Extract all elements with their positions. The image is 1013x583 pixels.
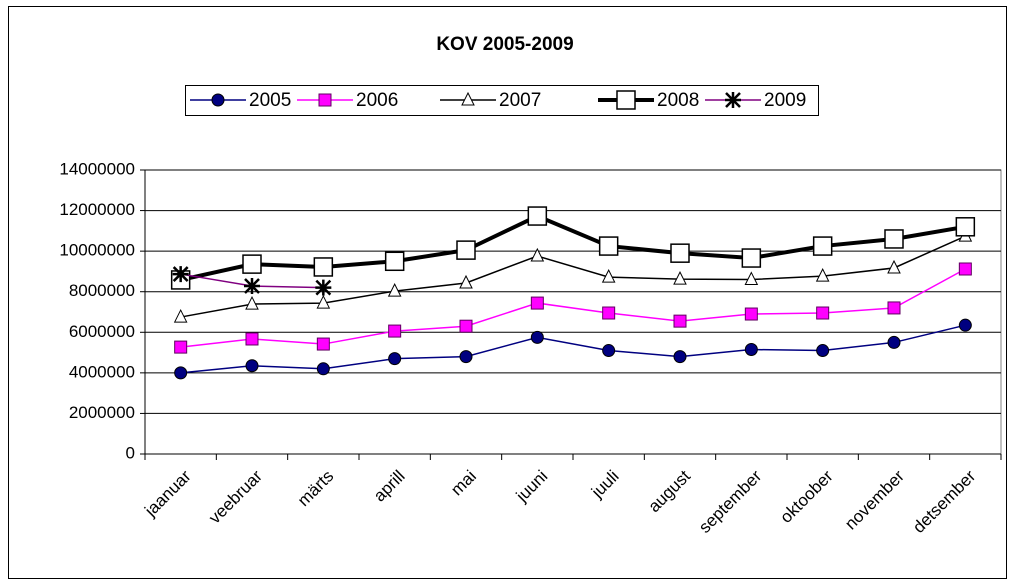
marker [530, 247, 545, 262]
marker [316, 362, 330, 376]
marker [812, 236, 833, 256]
marker [387, 282, 402, 297]
series-line [180, 235, 966, 318]
marker [384, 251, 405, 272]
legend-label: 2005 [249, 90, 291, 111]
series-line [180, 213, 966, 282]
marker [741, 248, 762, 268]
y-tick-label: 2000000 [69, 403, 135, 422]
marker [673, 350, 687, 364]
marker [316, 337, 330, 351]
marker [673, 271, 687, 285]
chart-title: KOV 2005-2009 [436, 34, 573, 55]
marker [456, 240, 476, 260]
marker [172, 266, 189, 283]
legend-label: 2009 [764, 90, 806, 111]
y-tick-label: 6000000 [69, 322, 135, 341]
y-tick-label: 8000000 [69, 281, 135, 300]
marker [527, 206, 548, 226]
marker [245, 332, 259, 346]
y-tick-label: 12000000 [59, 200, 135, 219]
marker [245, 295, 259, 310]
marker [673, 314, 687, 328]
marker [887, 301, 901, 315]
marker [884, 229, 904, 249]
legend-label: 2006 [356, 90, 398, 111]
marker [602, 344, 616, 358]
legend-marker [461, 91, 475, 106]
marker [816, 344, 830, 358]
marker [530, 330, 544, 344]
marker [313, 257, 334, 277]
legend-marker [211, 93, 225, 107]
marker [958, 262, 972, 276]
marker [388, 324, 402, 338]
plot-area [144, 169, 1002, 455]
marker [315, 279, 332, 296]
marker [530, 296, 544, 310]
y-tick-label: 10000000 [59, 241, 135, 260]
marker [815, 267, 830, 282]
marker [670, 243, 690, 263]
marker [744, 343, 758, 357]
marker [316, 294, 331, 309]
marker [174, 366, 188, 380]
marker [242, 254, 262, 274]
y-tick-label: 14000000 [59, 159, 135, 178]
legend-marker [318, 93, 332, 107]
legend-label: 2008 [657, 90, 699, 111]
marker [173, 308, 188, 323]
legend-label: 2007 [499, 90, 541, 111]
marker [744, 307, 758, 321]
marker [958, 318, 972, 332]
marker [459, 319, 473, 333]
marker [174, 340, 188, 354]
marker [245, 359, 259, 373]
marker [744, 271, 759, 286]
marker [459, 350, 473, 364]
series-line [180, 268, 966, 348]
marker [244, 278, 260, 295]
legend-marker [725, 92, 741, 108]
marker [955, 217, 976, 237]
y-tick-label: 4000000 [69, 362, 135, 381]
marker [601, 268, 616, 283]
marker [602, 306, 616, 320]
legend-marker [616, 90, 636, 110]
marker [816, 306, 830, 320]
marker [388, 352, 402, 366]
marker [887, 259, 901, 274]
marker [887, 335, 901, 349]
series-line [180, 324, 966, 374]
marker [598, 236, 619, 256]
y-tick-label: 0 [126, 443, 135, 462]
marker [459, 274, 473, 289]
